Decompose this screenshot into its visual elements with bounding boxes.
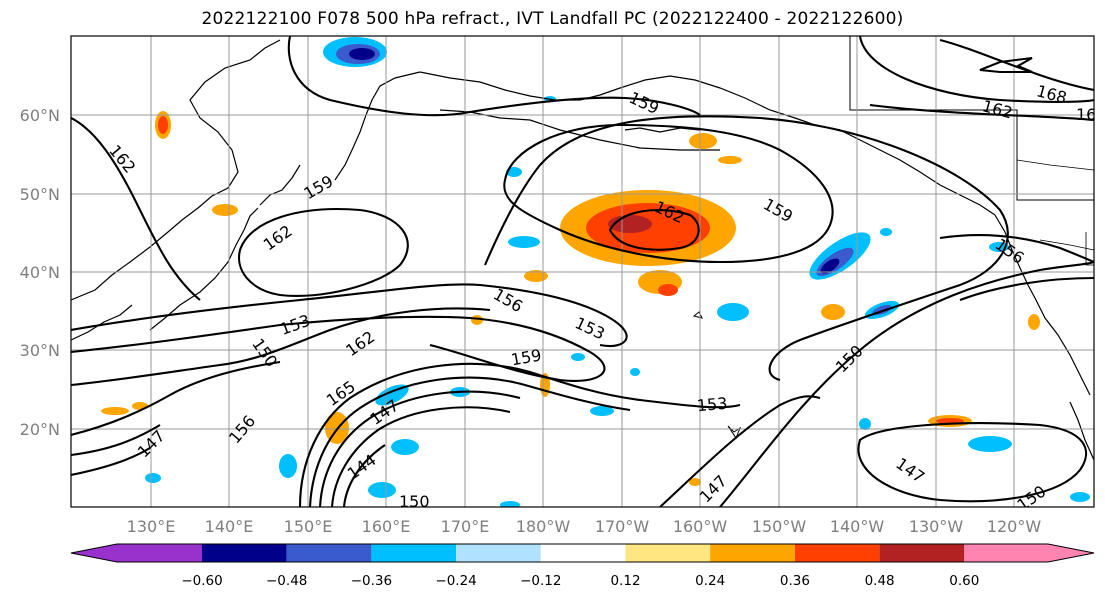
colorbar-tick-label: −0.24: [435, 573, 476, 589]
lon-label: 160°W: [673, 517, 728, 536]
lat-label: 20°N: [20, 420, 60, 439]
gridlines: [71, 36, 1094, 507]
colorbar-segment: [71, 544, 202, 562]
lon-label: 170°E: [441, 517, 490, 536]
map-title: 2022122100 F078 500 hPa refract., IVT La…: [201, 9, 904, 29]
colorbar-segment: [710, 544, 795, 562]
lon-label: 150°W: [752, 517, 807, 536]
colorbar-segment: [540, 544, 626, 562]
coastlines: [71, 36, 1094, 461]
colorbar-segment: [456, 544, 541, 562]
colorbar-segment: [879, 544, 965, 562]
colorbar-outline: [70, 543, 1095, 563]
colorbar-tick-label: 0.12: [610, 573, 640, 589]
map-frame: [70, 35, 1095, 508]
lat-label: 50°N: [20, 185, 60, 204]
contour-label: 153: [696, 394, 728, 416]
colorbar-tick-label: −0.60: [181, 573, 222, 589]
colorbar-tick-label: 0.24: [695, 573, 725, 589]
colorbar-tick-label: 0.48: [865, 573, 895, 589]
lon-label: 160°E: [362, 517, 411, 536]
colorbar-tick-label: 0.60: [949, 573, 979, 589]
lon-label: 120°W: [987, 517, 1042, 536]
refractivity-contours: [71, 36, 1094, 507]
colorbar-tick-label: −0.36: [351, 573, 392, 589]
latitude-labels: 60°N 50°N 40°N 30°N 20°N: [20, 106, 60, 439]
lon-label: 170°W: [595, 517, 650, 536]
colorbar-segment: [625, 544, 711, 562]
longitude-labels: 130°E 140°E 150°E 160°E 170°E 180°W 170°…: [127, 517, 1042, 536]
lat-label: 40°N: [20, 263, 60, 282]
colorbar-segment: [202, 544, 287, 562]
lon-label: 180°W: [516, 517, 571, 536]
colorbar-segment: [964, 544, 1094, 562]
contour-label: 150: [399, 492, 430, 511]
colorbar-segment: [371, 544, 457, 562]
lat-label: 30°N: [20, 341, 60, 360]
lon-label: 140°E: [205, 517, 254, 536]
lon-label: 130°E: [127, 517, 176, 536]
colorbar-tick-label: −0.48: [266, 573, 307, 589]
contour-label: 162: [1076, 105, 1105, 124]
colorbar-segment: [286, 544, 372, 562]
colorbar-segment: [794, 544, 880, 562]
colorbar: −0.60 −0.48 −0.36 −0.24 −0.12 0.12 0.24 …: [70, 543, 1095, 589]
lon-label: 150°E: [284, 517, 333, 536]
colorbar-tick-label: −0.12: [520, 573, 561, 589]
lon-label: 140°W: [830, 517, 885, 536]
lon-label: 130°W: [909, 517, 964, 536]
colorbar-tick-label: 0.36: [780, 573, 810, 589]
lat-label: 60°N: [20, 106, 60, 125]
